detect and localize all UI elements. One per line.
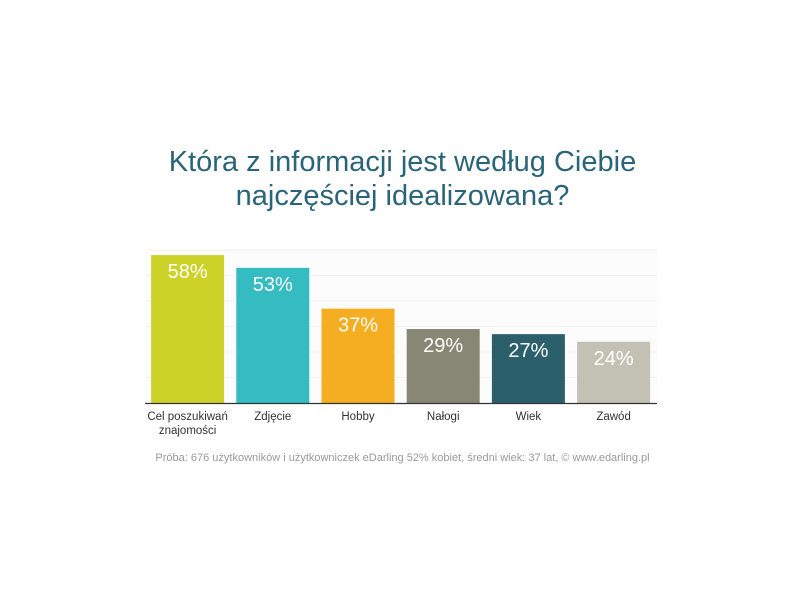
x-tick-label: Wiek (516, 411, 542, 423)
x-tick-label: Zdjęcie (254, 411, 291, 423)
x-axis-labels: Cel poszukiwań znajomości Zdjęcie Hobby Nało… (147, 411, 631, 437)
bar (321, 308, 395, 403)
x-tick-label: Hobby (341, 411, 374, 423)
bar-value-label: 58% (168, 261, 208, 283)
bar (491, 334, 565, 403)
x-tick-label: Cel poszukiwań (147, 411, 228, 423)
bar (236, 267, 310, 403)
chart-title: Która z informacji jest według Ciebie na… (0, 145, 805, 213)
bar-value-label: 24% (594, 348, 634, 370)
x-tick-label: znajomości (159, 425, 217, 437)
chart-title-line-1: Która z informacji jest według Ciebie (168, 146, 637, 178)
bars: 58% 53% 37% 29% 27% 24% (151, 255, 651, 403)
gridlines (145, 249, 657, 378)
bar (577, 341, 651, 403)
chart-title-line-2: najczęściej idealizowana? (235, 180, 570, 212)
x-tick-label: Nałogi (427, 411, 460, 423)
x-tick-label: Zawód (596, 411, 631, 423)
bar-value-label: 27% (508, 340, 548, 362)
bar-value-label: 29% (423, 335, 463, 357)
source-note: Próba: 676 użytkowników i użytkowniczek … (155, 452, 650, 464)
bar-value-label: 37% (338, 315, 378, 337)
bar-value-label: 53% (253, 274, 293, 296)
bar (151, 255, 225, 403)
bar (406, 329, 480, 403)
